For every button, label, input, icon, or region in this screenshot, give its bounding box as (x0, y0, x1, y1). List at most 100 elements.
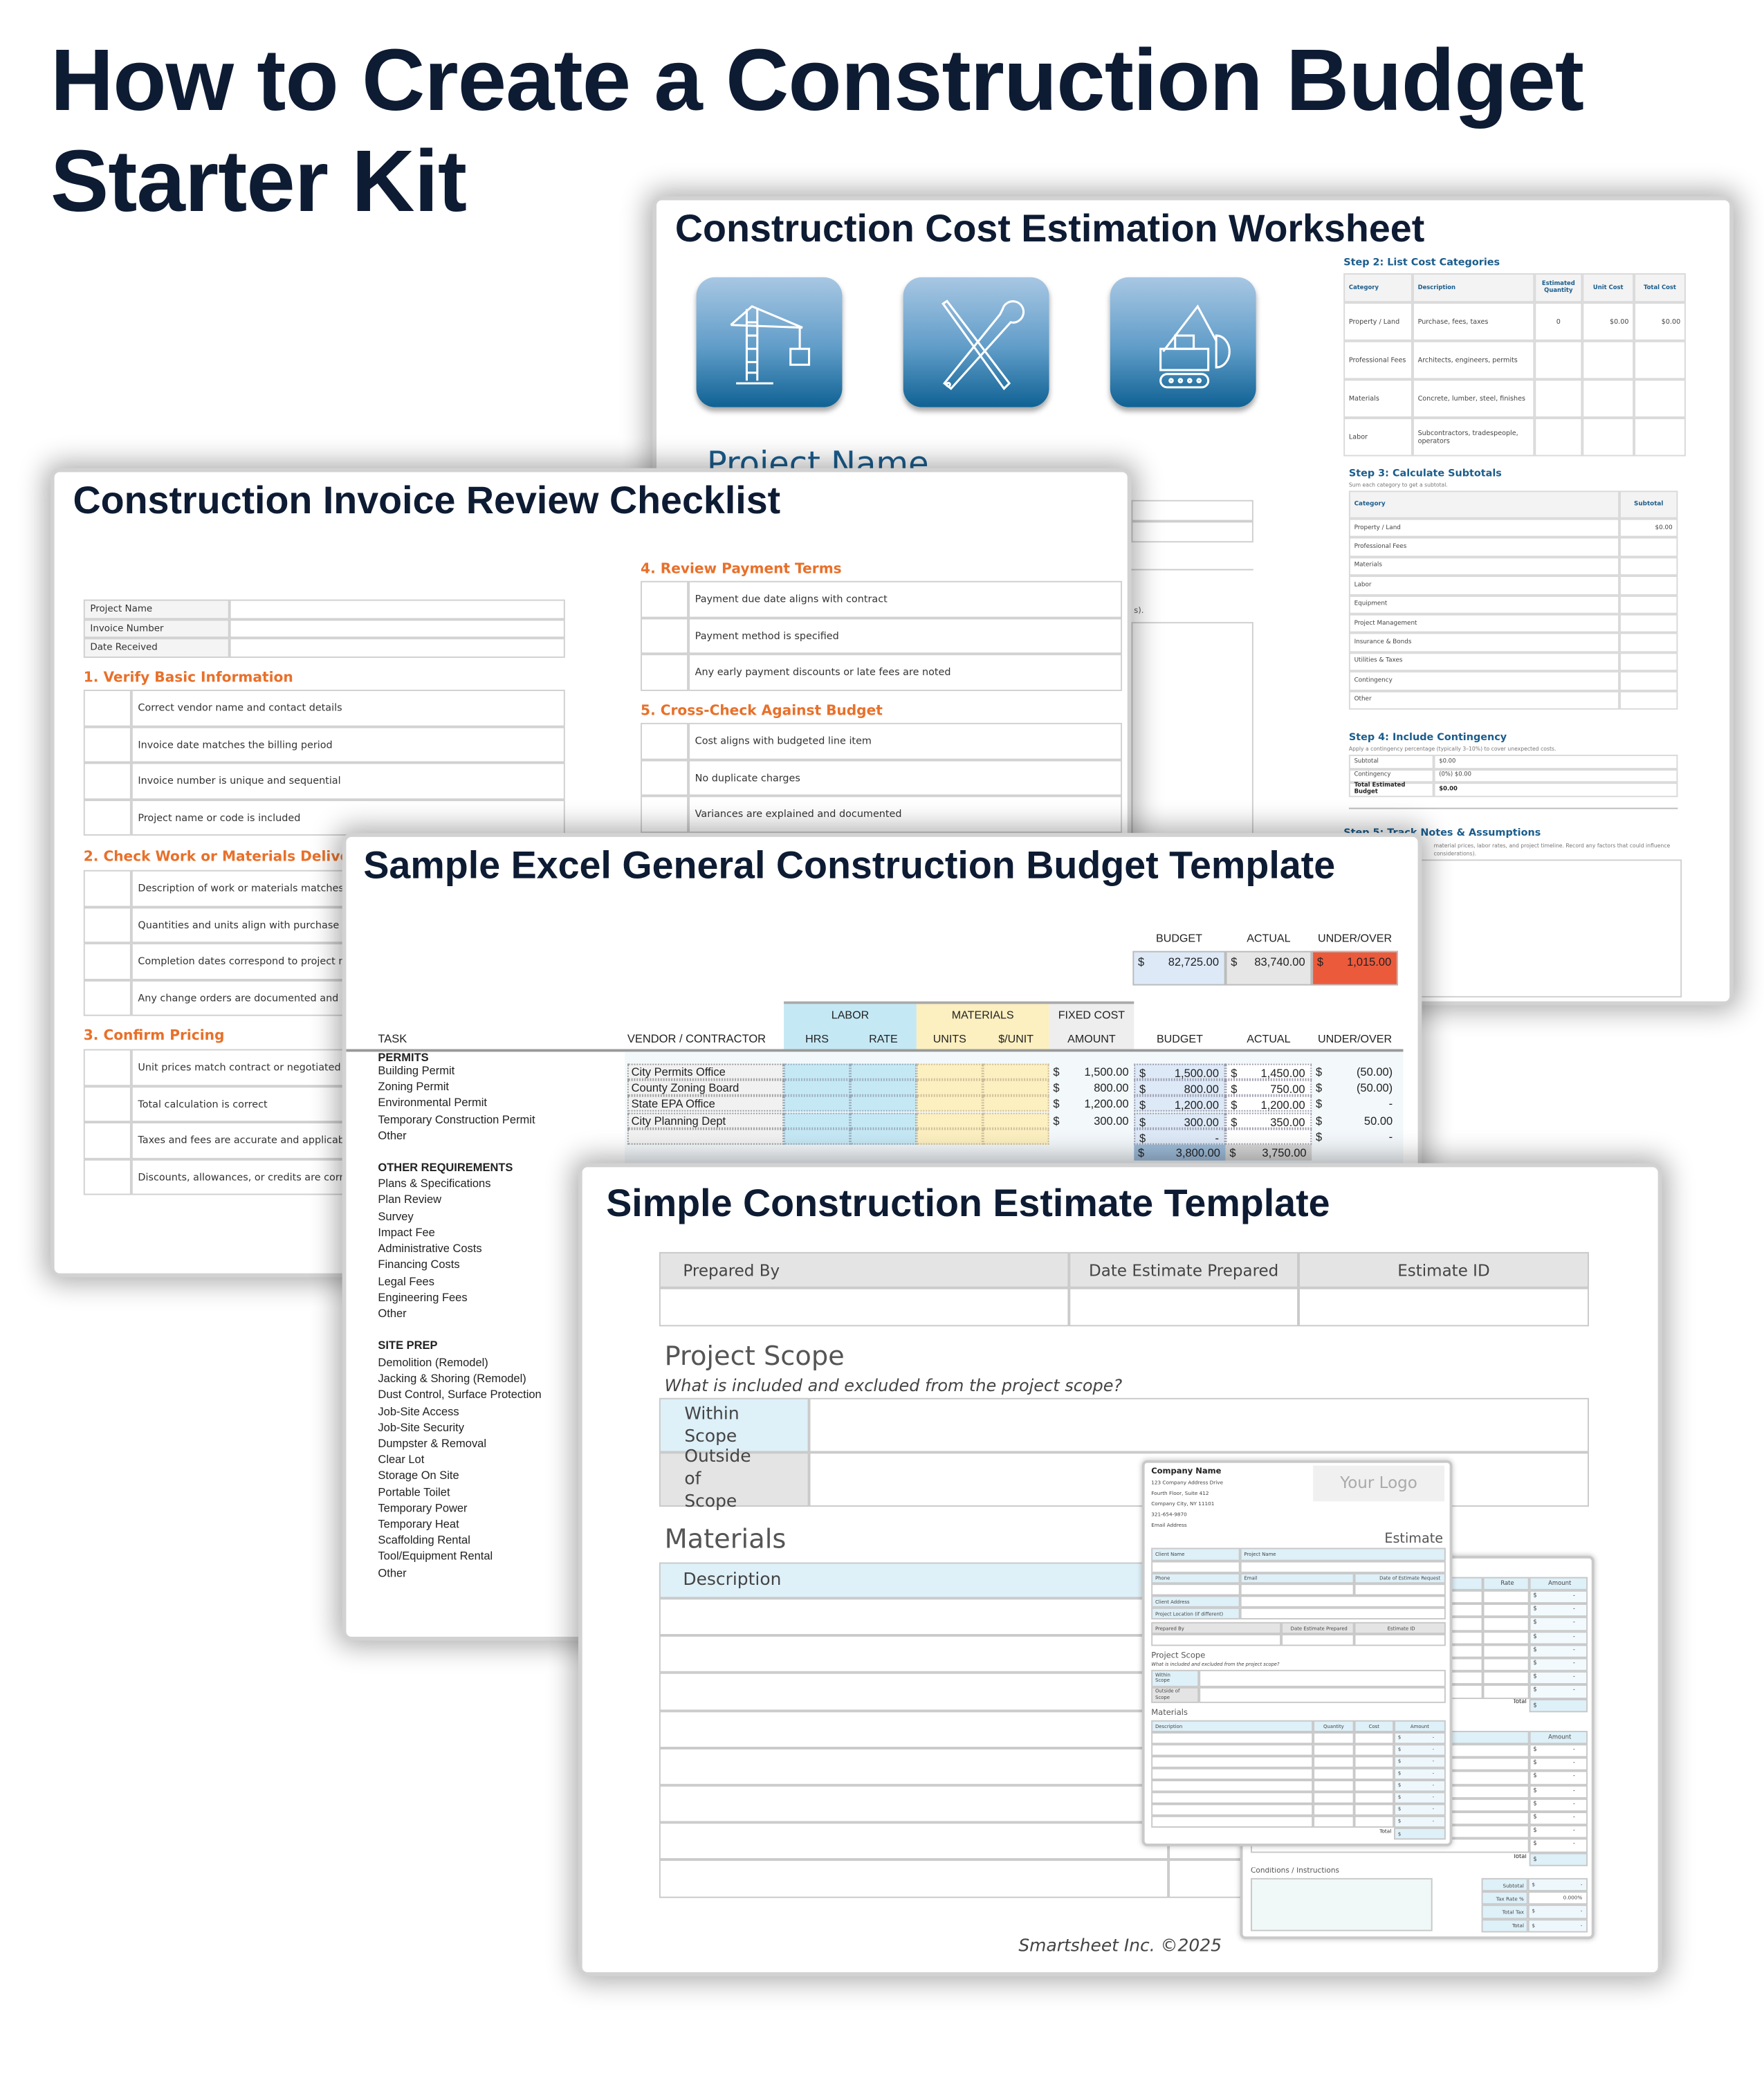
materials-cell[interactable] (1354, 1803, 1395, 1816)
actual-cell[interactable]: $350.00 (1225, 1112, 1312, 1128)
field-input[interactable] (1240, 1561, 1446, 1573)
under-over-cell[interactable]: $50.00 (1312, 1112, 1398, 1128)
amount-cell[interactable]: $1,200.00 (1049, 1096, 1134, 1112)
info-input[interactable] (229, 618, 565, 639)
info-input[interactable] (1069, 1287, 1299, 1327)
step2-cell[interactable] (1582, 340, 1635, 380)
amount-cell[interactable]: $1,500.00 (1049, 1064, 1134, 1080)
step2-cell[interactable] (1582, 417, 1635, 457)
rate-cell[interactable] (1482, 1631, 1529, 1645)
budget-cell[interactable]: $800.00 (1134, 1080, 1226, 1096)
estimate-preview-front[interactable]: Company Name 123 Company Address Drive Fou… (1141, 1460, 1453, 1846)
hrs-cell[interactable] (784, 1063, 850, 1080)
material-description-cell[interactable] (659, 1785, 1169, 1823)
units-cell[interactable] (916, 1096, 983, 1112)
materials-cell[interactable] (1313, 1744, 1354, 1756)
input-field[interactable] (1131, 521, 1253, 543)
materials-cell[interactable] (1354, 1780, 1395, 1792)
actual-total[interactable]: $3,750.00 (1225, 1144, 1312, 1161)
rate-cell[interactable] (849, 1112, 917, 1128)
rate-cell[interactable] (1482, 1590, 1529, 1604)
summary-value[interactable]: $1,015.00 (1312, 950, 1398, 986)
materials-cell[interactable] (1313, 1767, 1354, 1781)
step2-cell[interactable] (1534, 379, 1583, 418)
checkbox[interactable] (83, 979, 131, 1016)
checkbox[interactable] (641, 722, 689, 760)
materials-cell[interactable] (1151, 1731, 1314, 1745)
material-description-cell[interactable] (659, 1822, 1169, 1860)
step2-cell[interactable] (1534, 417, 1583, 457)
materials-cell[interactable] (1354, 1744, 1395, 1756)
actual-cell[interactable] (1225, 1128, 1312, 1145)
budget-cell[interactable]: $ - (1134, 1128, 1226, 1145)
scope-input[interactable] (1199, 1686, 1446, 1703)
hrs-cell[interactable] (784, 1128, 850, 1145)
hrs-cell[interactable] (784, 1112, 850, 1128)
budget-total[interactable]: $3,800.00 (1134, 1144, 1226, 1161)
materials-cell[interactable] (1151, 1744, 1314, 1756)
units-cell[interactable] (916, 1063, 983, 1080)
budget-cell[interactable]: $1,500.00 (1134, 1063, 1226, 1080)
rate-cell[interactable] (849, 1096, 917, 1112)
field-input[interactable] (1240, 1607, 1446, 1620)
notes-box[interactable] (1412, 859, 1682, 998)
material-description-cell[interactable] (659, 1747, 1169, 1785)
info-input[interactable] (229, 638, 565, 658)
materials-cell[interactable] (1354, 1731, 1395, 1745)
checkbox[interactable] (83, 1049, 131, 1086)
checkbox[interactable] (83, 1085, 131, 1123)
materials-cell[interactable] (1151, 1780, 1314, 1792)
vendor-cell[interactable] (627, 1128, 784, 1145)
checkbox[interactable] (83, 943, 131, 980)
unit-price-cell[interactable] (982, 1063, 1049, 1080)
unit-price-cell[interactable] (982, 1128, 1049, 1145)
materials-cell[interactable] (1313, 1731, 1354, 1745)
materials-cell[interactable] (1313, 1803, 1354, 1816)
materials-cell[interactable] (1151, 1815, 1314, 1828)
vendor-cell[interactable]: City Planning Dept (627, 1112, 784, 1128)
materials-cell[interactable] (1313, 1756, 1354, 1768)
unit-price-cell[interactable] (982, 1112, 1049, 1128)
checkbox[interactable] (83, 762, 131, 800)
materials-cell[interactable] (1313, 1792, 1354, 1804)
budget-cell[interactable]: $1,200.00 (1134, 1096, 1226, 1112)
scope-input[interactable] (809, 1397, 1589, 1453)
checkbox[interactable] (641, 759, 689, 796)
materials-cell[interactable] (1151, 1767, 1314, 1781)
material-description-cell[interactable] (659, 1673, 1169, 1711)
step2-cell[interactable] (1634, 417, 1686, 457)
material-description-cell[interactable] (659, 1859, 1169, 1898)
field-input[interactable] (1240, 1595, 1446, 1608)
checkbox[interactable] (83, 1122, 131, 1159)
hrs-cell[interactable] (784, 1080, 850, 1096)
info-input[interactable] (229, 599, 565, 619)
scope-input[interactable] (1199, 1669, 1446, 1687)
units-cell[interactable] (916, 1128, 983, 1145)
info-input[interactable] (659, 1287, 1069, 1327)
input-field[interactable] (1131, 499, 1253, 522)
vendor-cell[interactable]: County Zoning Board (627, 1080, 784, 1096)
estimate-template-preview-card[interactable]: Simple Construction Estimate Template Pr… (578, 1163, 1662, 1976)
step2-cell[interactable] (1634, 340, 1686, 380)
units-cell[interactable] (916, 1112, 983, 1128)
field-input[interactable] (1354, 1583, 1446, 1596)
conditions-input[interactable] (1251, 1877, 1433, 1931)
rate-cell[interactable] (1482, 1657, 1529, 1672)
step2-cell[interactable] (1582, 379, 1635, 418)
rate-cell[interactable] (1482, 1671, 1529, 1685)
field-input[interactable] (1151, 1561, 1240, 1573)
materials-cell[interactable] (1354, 1815, 1395, 1828)
checkbox[interactable] (83, 799, 131, 836)
field-input[interactable] (1151, 1634, 1282, 1646)
amount-cell[interactable] (1049, 1128, 1134, 1144)
hrs-cell[interactable] (784, 1096, 850, 1112)
actual-cell[interactable]: $750.00 (1225, 1080, 1312, 1096)
field-input[interactable] (1281, 1634, 1354, 1646)
units-cell[interactable] (916, 1080, 983, 1096)
summary-value[interactable]: $83,740.00 (1225, 950, 1312, 986)
materials-cell[interactable] (1354, 1756, 1395, 1768)
checkbox[interactable] (83, 906, 131, 944)
material-description-cell[interactable] (659, 1635, 1169, 1673)
field-input[interactable] (1151, 1583, 1240, 1596)
materials-cell[interactable] (1354, 1767, 1395, 1781)
